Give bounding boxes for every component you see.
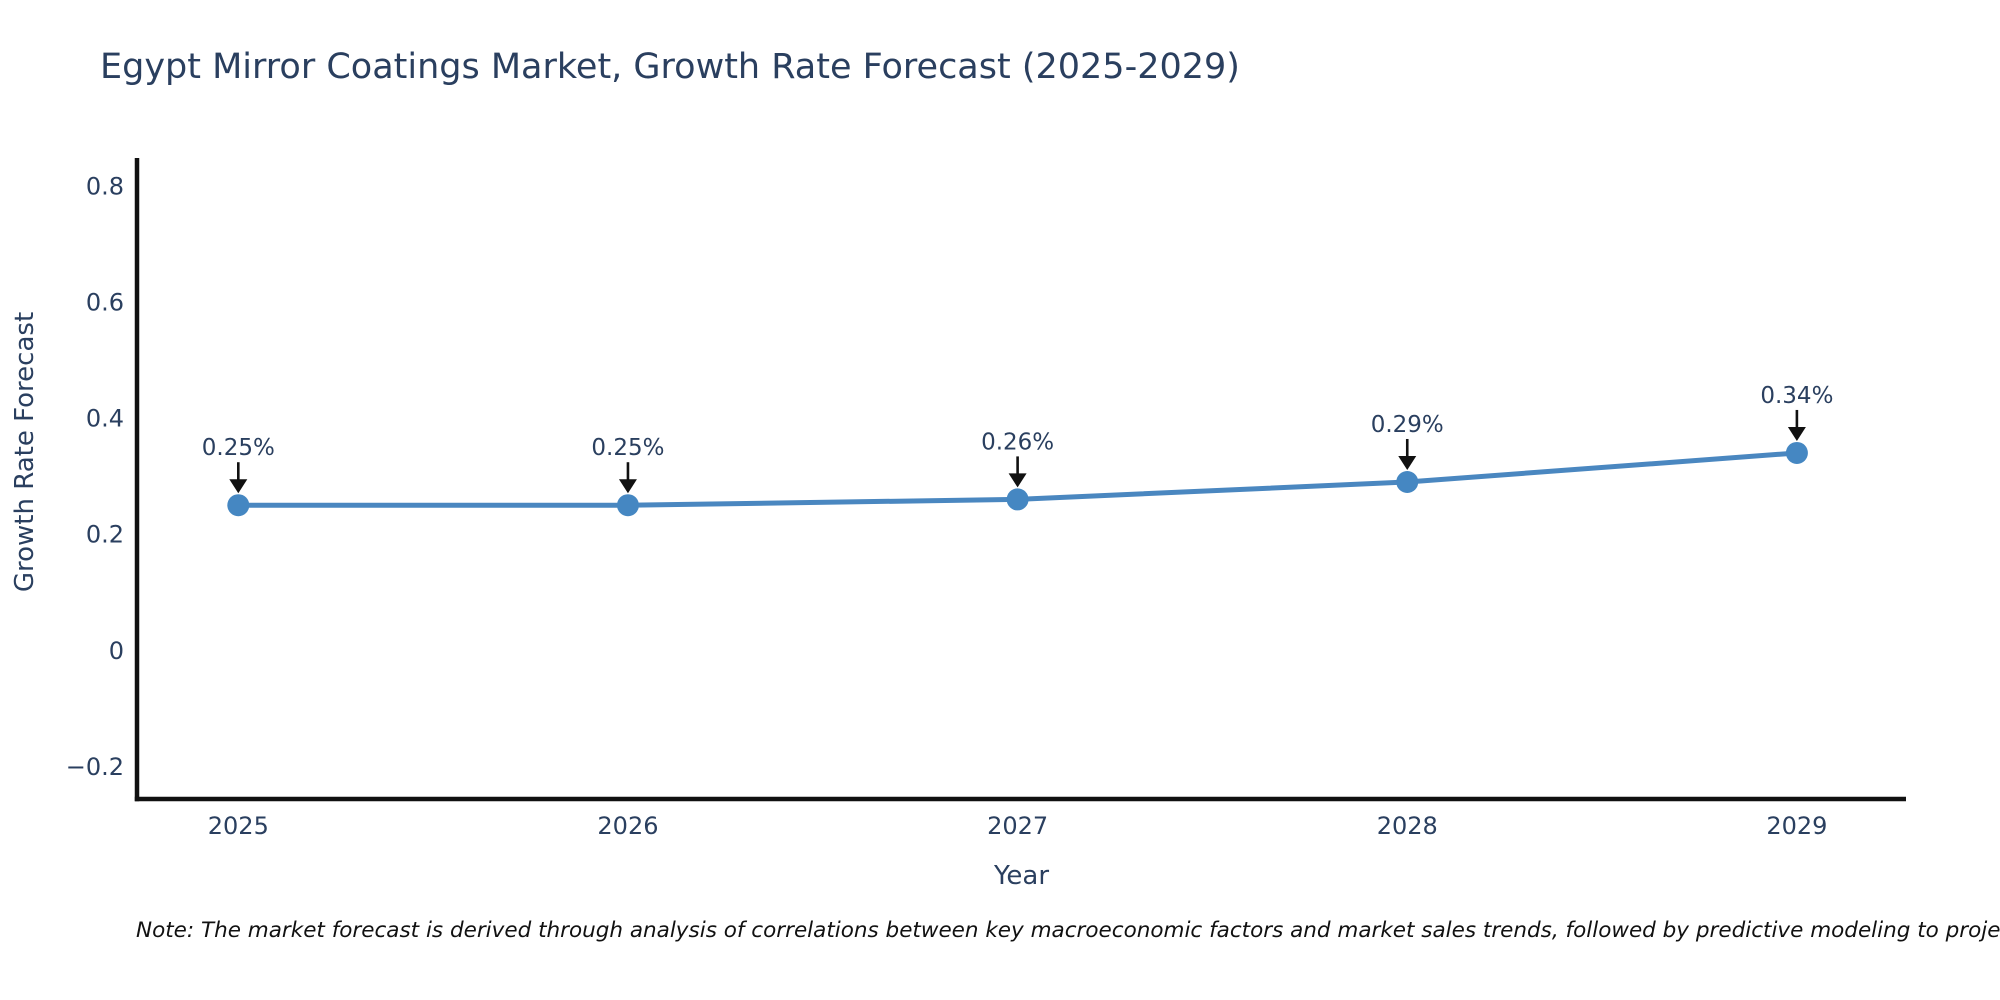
data-point-marker <box>616 494 639 517</box>
footnote: Note: The market forecast is derived thr… <box>136 918 2000 943</box>
annotation-arrowhead-icon <box>1008 473 1027 488</box>
y-axis-tick-label: 0.2 <box>86 521 124 549</box>
point-annotation-label: 0.26% <box>981 429 1054 455</box>
x-axis-tick-label: 2026 <box>597 812 658 840</box>
y-axis-tick-label: 0.8 <box>86 172 124 200</box>
point-annotation-label: 0.29% <box>1371 412 1444 438</box>
y-axis-tick-label: 0.4 <box>86 405 124 433</box>
y-axis-tick-label: 0.6 <box>86 288 124 316</box>
chart-title: Egypt Mirror Coatings Market, Growth Rat… <box>100 47 1240 87</box>
point-annotation-label: 0.34% <box>1760 383 1833 409</box>
data-point-marker <box>1396 470 1419 493</box>
x-axis-tick-label: 2029 <box>1766 812 1827 840</box>
annotation-arrowhead-icon <box>229 479 248 494</box>
x-axis-tick-label: 2025 <box>208 812 269 840</box>
annotation-arrowhead-icon <box>1787 426 1806 441</box>
annotation-arrowhead-icon <box>618 479 637 494</box>
x-axis-title: Year <box>993 861 1050 891</box>
x-axis-tick-label: 2028 <box>1377 812 1438 840</box>
point-annotation-label: 0.25% <box>591 435 664 461</box>
data-point-marker <box>227 494 250 517</box>
y-axis-tick-label: −0.2 <box>66 753 124 781</box>
y-axis-title: Growth Rate Forecast <box>10 311 40 593</box>
x-axis-tick-label: 2027 <box>987 812 1048 840</box>
y-axis-tick-label: 0 <box>109 637 124 665</box>
annotation-arrowhead-icon <box>1398 455 1417 470</box>
data-point-marker <box>1006 488 1029 511</box>
data-point-marker <box>1785 441 1808 464</box>
point-annotation-label: 0.25% <box>202 435 275 461</box>
